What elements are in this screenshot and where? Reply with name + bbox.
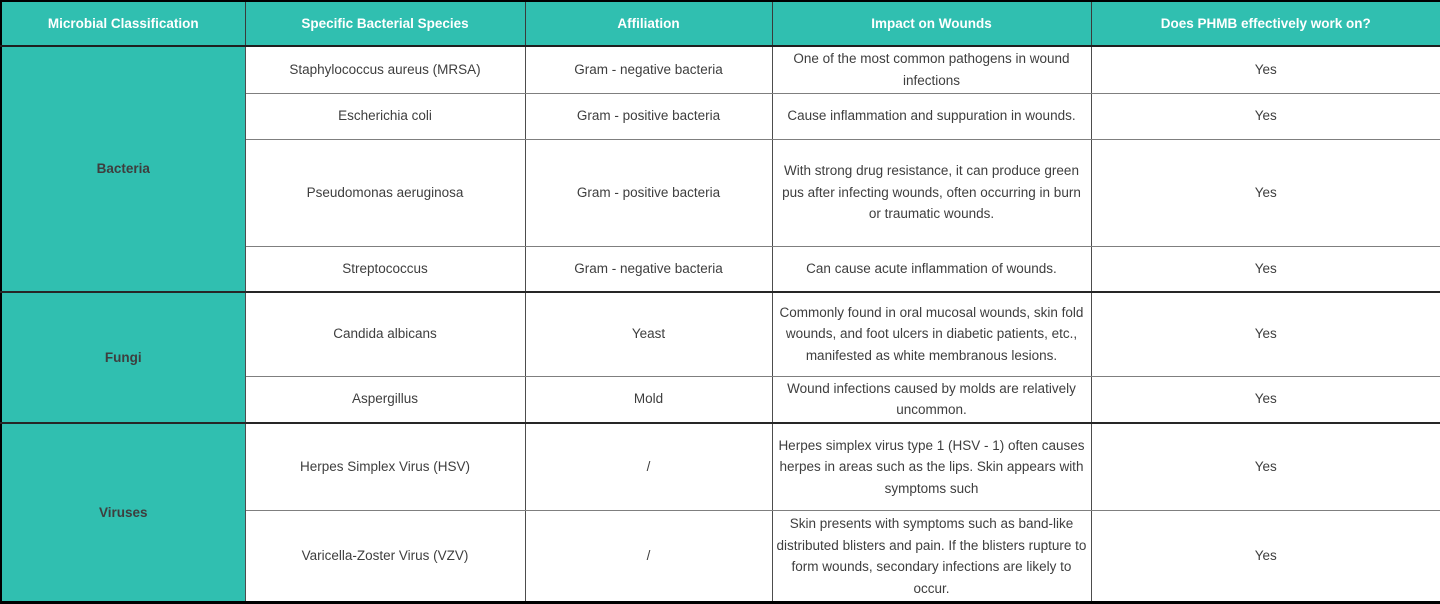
group-cell-fungi: Fungi [0, 291, 246, 424]
cell-species: Varicella-Zoster Virus (VZV) [244, 510, 526, 604]
table-row-candida-albicans: Fungi Candida albicans Yeast Commonly fo… [0, 291, 1440, 424]
cell-phmb: Yes [1090, 510, 1440, 604]
col-header-impact-on-wounds: Impact on Wounds [771, 0, 1092, 47]
cell-species: Escherichia coli [244, 92, 526, 140]
cell-phmb: Yes [1090, 45, 1440, 94]
col-header-phmb-effectiveness: Does PHMB effectively work on? [1090, 0, 1440, 47]
group-cell-viruses: Viruses [0, 421, 246, 604]
cell-phmb: Yes [1090, 245, 1440, 293]
cell-impact: Commonly found in oral mucosal wounds, s… [771, 291, 1092, 377]
table-row-staphylococcus: Bacteria Staphylococcus aureus (MRSA) Gr… [0, 45, 1440, 293]
group-cell-bacteria: Bacteria [0, 45, 246, 293]
cell-affiliation: / [524, 510, 773, 604]
table-row-pseudomonas-aeruginosa: Pseudomonas aeruginosa Gram - positive b… [1, 138, 1440, 247]
table-row-aspergillus: Aspergillus Mold Wound infections caused… [1, 375, 1440, 424]
table-row-streptococcus: Streptococcus Gram - negative bacteria C… [1, 245, 1440, 293]
cell-species: Pseudomonas aeruginosa [244, 138, 526, 247]
cell-impact: Can cause acute inflammation of wounds. [771, 245, 1092, 293]
cell-phmb: Yes [1090, 291, 1440, 377]
cell-species: Aspergillus [244, 375, 526, 424]
header-row: Microbial Classification Specific Bacter… [0, 0, 1440, 47]
cell-phmb: Yes [1090, 421, 1440, 512]
cell-impact: With strong drug resistance, it can prod… [771, 138, 1092, 247]
col-header-affiliation: Affiliation [524, 0, 773, 47]
cell-affiliation: Yeast [524, 291, 773, 377]
cell-affiliation: Gram - positive bacteria [524, 138, 773, 247]
col-header-specific-bacterial-species: Specific Bacterial Species [244, 0, 526, 47]
cell-species: Staphylococcus aureus (MRSA) [244, 45, 526, 94]
cell-species: Streptococcus [244, 245, 526, 293]
cell-phmb: Yes [1090, 138, 1440, 247]
cell-impact: One of the most common pathogens in woun… [771, 45, 1092, 94]
cell-phmb: Yes [1090, 92, 1440, 140]
table-row-escherichia-coli: Escherichia coli Gram - positive bacteri… [1, 92, 1440, 140]
cell-affiliation: Gram - positive bacteria [524, 92, 773, 140]
col-header-microbial-classification: Microbial Classification [0, 0, 246, 47]
cell-impact: Skin presents with symptoms such as band… [771, 510, 1092, 604]
cell-impact: Cause inflammation and suppuration in wo… [771, 92, 1092, 140]
cell-species: Candida albicans [244, 291, 526, 377]
cell-affiliation: Mold [524, 375, 773, 424]
cell-phmb: Yes [1090, 375, 1440, 424]
cell-affiliation: Gram - negative bacteria [524, 45, 773, 94]
cell-species: Herpes Simplex Virus (HSV) [244, 421, 526, 512]
cell-affiliation: Gram - negative bacteria [524, 245, 773, 293]
cell-impact: Wound infections caused by molds are rel… [771, 375, 1092, 424]
cell-affiliation: / [524, 421, 773, 512]
table-row-herpes-simplex-virus: Viruses Herpes Simplex Virus (HSV) / Her… [0, 421, 1440, 604]
cell-impact: Herpes simplex virus type 1 (HSV - 1) of… [771, 421, 1092, 512]
table-row-varicella-zoster-virus: Varicella-Zoster Virus (VZV) / Skin pres… [1, 510, 1440, 604]
